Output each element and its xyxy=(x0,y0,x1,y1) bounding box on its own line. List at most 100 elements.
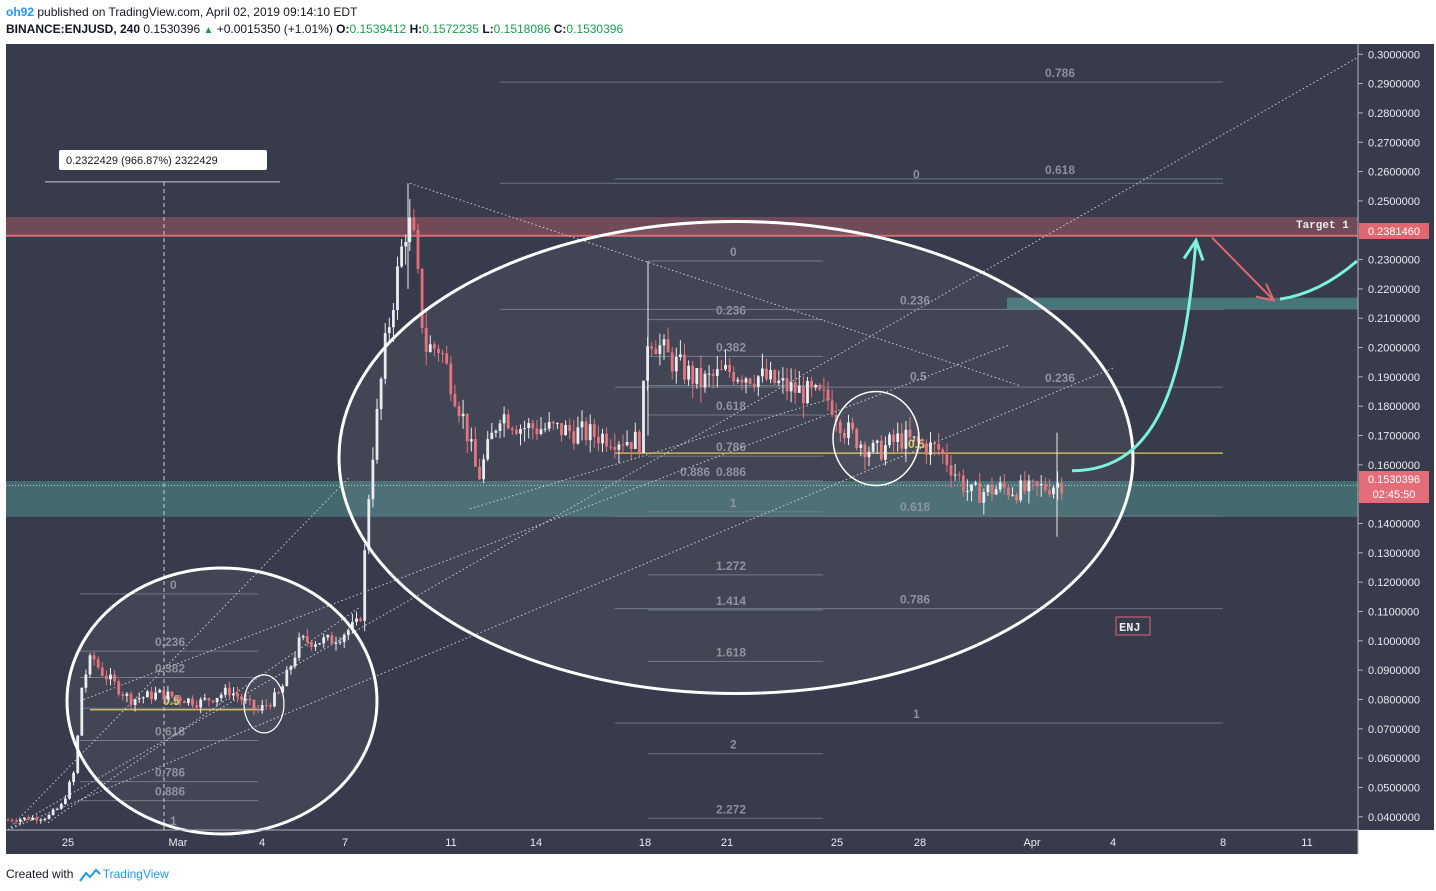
candle-body xyxy=(113,674,116,682)
candle-body xyxy=(756,376,760,387)
accumulation-ellipse xyxy=(65,566,379,836)
measure-label: 0.2322429 (966.87%) 2322429 xyxy=(66,155,218,167)
candle-body xyxy=(39,819,43,821)
time-tick-label: Mar xyxy=(169,837,188,849)
tradingview-logo-icon[interactable] xyxy=(78,868,101,882)
fib-level-label: 1 xyxy=(730,496,737,510)
candle-body xyxy=(687,365,690,380)
candle-body xyxy=(170,691,174,697)
candle-body xyxy=(256,708,260,711)
price-tick-label: 0.1000000 xyxy=(1368,636,1420,648)
fib-level-label: 0 xyxy=(730,245,737,259)
candle-body xyxy=(629,442,633,449)
candle-body xyxy=(617,444,621,450)
candle-body xyxy=(953,474,957,476)
candle-body xyxy=(818,385,822,390)
candle-body xyxy=(109,674,112,680)
candle-body xyxy=(978,482,982,503)
candle-body xyxy=(158,689,162,693)
candle-body xyxy=(437,348,440,354)
price-tick-label: 0.0600000 xyxy=(1368,753,1420,765)
candle-body xyxy=(129,693,133,705)
candle-body xyxy=(498,423,502,431)
candle-body xyxy=(740,379,744,383)
fib-level-label: 0.618 xyxy=(716,399,746,413)
candle-body xyxy=(252,699,256,709)
candle-body xyxy=(281,686,285,693)
candle-body xyxy=(219,694,223,699)
candle-body xyxy=(84,674,88,688)
candle-body xyxy=(679,354,682,357)
candle-body xyxy=(638,431,641,453)
price-chart[interactable]: 0.786 0.618 0.236 0.618 0.786 1 0 0.236 0.382 0.5… xyxy=(0,40,1436,858)
target-price-label: 0.2381460 xyxy=(1359,223,1429,239)
candle-body xyxy=(1015,494,1018,501)
candle-body xyxy=(453,394,457,407)
candle-body xyxy=(560,423,563,436)
candle-body xyxy=(100,667,104,676)
time-tick-label: 4 xyxy=(259,837,265,849)
created-with-label: Created with xyxy=(6,867,74,881)
candle-body xyxy=(6,819,10,821)
candle-body xyxy=(88,655,92,675)
candle-body xyxy=(23,817,26,820)
candle-body xyxy=(105,675,108,680)
candle-body xyxy=(568,424,572,432)
candle-body xyxy=(478,466,481,480)
price-tick-label: 0.1800000 xyxy=(1368,401,1420,413)
candle-body xyxy=(912,436,916,438)
candle-body xyxy=(215,698,219,703)
candle-body xyxy=(72,772,75,782)
symbol-name[interactable]: BINANCE:ENJUSD, 240 xyxy=(6,22,141,36)
candle-body xyxy=(1011,494,1014,496)
candle-body xyxy=(990,485,994,495)
time-tick-label: 4 xyxy=(1110,837,1116,849)
candle-body xyxy=(191,698,194,706)
target-zone xyxy=(1007,297,1358,310)
candle-body xyxy=(55,808,59,810)
candle-body xyxy=(875,440,879,443)
candle-body xyxy=(654,348,658,355)
price-tick-label: 0.0500000 xyxy=(1368,782,1420,794)
fib-level-label: 0.618 xyxy=(1045,163,1075,177)
candle-body xyxy=(781,378,785,381)
candle-body xyxy=(334,642,338,644)
tradingview-link[interactable]: TradingView xyxy=(102,867,169,881)
time-tick-label: 11 xyxy=(445,837,456,849)
measure-annotation[interactable]: 0.2322429 (966.87%) 2322429 xyxy=(59,150,267,170)
candle-body xyxy=(711,373,715,376)
candle-body xyxy=(232,693,235,696)
candle-body xyxy=(515,430,518,434)
target-label: Target 1 xyxy=(1296,220,1349,232)
symbol-box[interactable]: ENJ xyxy=(1115,616,1151,636)
candle-body xyxy=(998,482,1002,490)
author-link[interactable]: oh92 xyxy=(6,5,35,19)
candle-body xyxy=(613,447,617,450)
candle-body xyxy=(76,735,80,773)
candle-body xyxy=(830,400,834,415)
candle-body xyxy=(457,406,461,417)
fib-level-label: 0.786 xyxy=(900,593,930,607)
candle-body xyxy=(236,693,239,697)
candle-body xyxy=(433,344,436,349)
candle-body xyxy=(961,475,965,492)
price-axis[interactable] xyxy=(1358,44,1434,830)
candle-body xyxy=(929,442,932,455)
candle-body xyxy=(195,705,198,708)
candle-body xyxy=(199,699,203,708)
candle-body xyxy=(424,327,428,352)
candle-body xyxy=(949,465,953,476)
candle-body xyxy=(96,659,100,668)
candle-body xyxy=(797,385,801,393)
candle-body xyxy=(244,699,248,701)
candle-body xyxy=(785,378,789,392)
candle-body xyxy=(441,353,444,355)
candle-body xyxy=(867,451,871,458)
candle-body xyxy=(974,482,977,485)
price-tick-label: 0.2600000 xyxy=(1368,167,1420,179)
candle-body xyxy=(925,443,928,455)
candle-body xyxy=(80,687,84,736)
chart-footer: Created with TradingView xyxy=(0,858,1436,891)
candle-body xyxy=(420,268,424,328)
candle-body xyxy=(223,687,227,695)
